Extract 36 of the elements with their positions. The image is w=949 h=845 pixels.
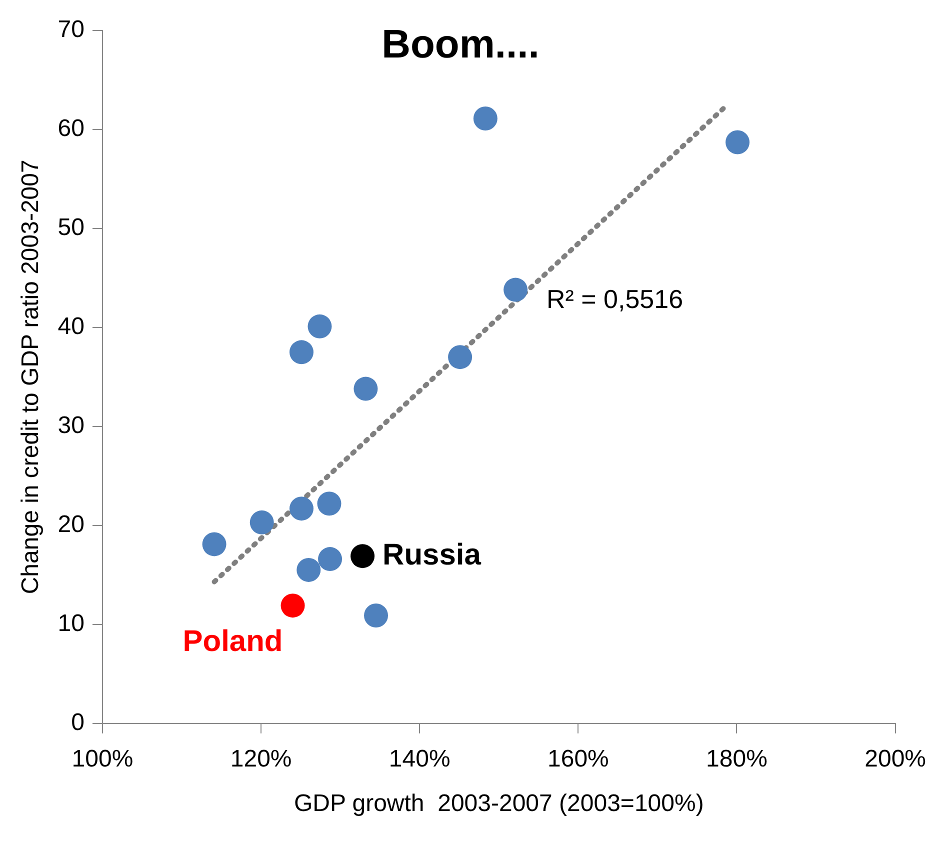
point: [308, 314, 332, 338]
y-tick-label: 30: [58, 412, 84, 440]
series-label: Poland: [182, 624, 283, 658]
x-tick-label: 140%: [388, 745, 450, 772]
point: [318, 547, 342, 572]
point: [289, 496, 314, 521]
x-tick-label: 100%: [72, 745, 134, 772]
point: [473, 106, 498, 131]
series-label: Russia: [382, 538, 482, 572]
chart-title: Boom....: [382, 22, 540, 66]
point: [317, 492, 342, 516]
y-tick-label: 50: [58, 214, 84, 242]
y-tick-label: 20: [58, 511, 84, 538]
point: [289, 340, 314, 364]
y-tick-label: 10: [58, 610, 84, 638]
y-tick-label: 0: [71, 709, 84, 736]
point: [354, 376, 378, 401]
point: [448, 345, 472, 370]
y-axis-title: Change in credit to GDP ratio 2003-2007: [17, 160, 44, 594]
point: [726, 130, 750, 154]
x-tick-label: 120%: [230, 745, 292, 772]
point: [364, 603, 388, 628]
point: [296, 558, 321, 582]
x-tick-label: 180%: [706, 745, 768, 772]
x-tick-label: 160%: [547, 745, 609, 772]
x-axis-title: GDP growth 2003-2007 (2003=100%): [294, 790, 704, 818]
y-tick-label: 70: [58, 16, 84, 44]
point: [250, 510, 274, 534]
point: [504, 278, 528, 302]
x-tick-label: 200%: [864, 745, 926, 772]
point: [350, 544, 375, 568]
y-tick-label: 60: [58, 115, 84, 142]
y-tick-label: 40: [58, 313, 84, 340]
point: [202, 532, 226, 556]
annotation: R² = 0,5516: [546, 284, 684, 314]
point: [280, 594, 305, 618]
